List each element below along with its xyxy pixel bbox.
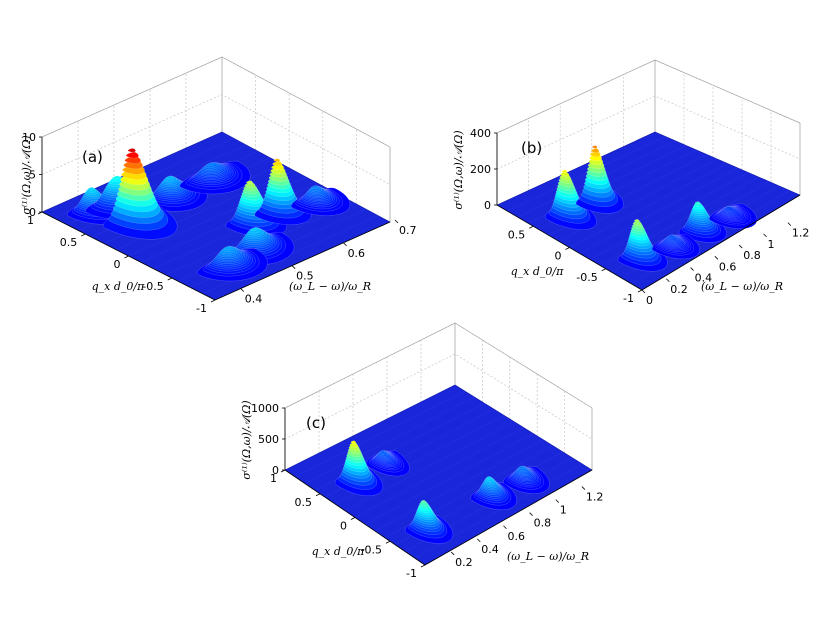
z-axis: 0 200 400 <box>470 127 498 212</box>
z-axis-label: σ⁽¹⁾(Ω,ω)/𝒜(Ω) <box>20 135 33 214</box>
z-tick-label: 200 <box>470 163 491 176</box>
z-axis: 0 5 10 <box>22 131 43 219</box>
surface-peak <box>651 233 701 260</box>
surface-peak <box>254 158 312 225</box>
surface-peak <box>545 169 597 230</box>
y-tick-label: 0.5 <box>508 228 526 241</box>
y-tick-label: -0.5 <box>361 543 382 556</box>
x-tick-label: 0.6 <box>507 530 525 543</box>
y-tick-label: -1 <box>406 567 417 580</box>
x-axis: 0.2 0.4 0.6 0.8 1 1.2 <box>424 469 604 569</box>
panel-b: 0 200 400 0.5 0 -0.5 -1 0 0.2 0.4 0.6 0.8 1 1.2 σ⁽¹⁾(Ω… <box>452 59 810 307</box>
panel-label: (b) <box>521 139 542 157</box>
x-tick-label: 0.5 <box>296 270 314 283</box>
x-tick-label: 0.6 <box>719 260 737 273</box>
axes-box <box>41 56 391 222</box>
y-tick-label: -0.5 <box>142 280 163 293</box>
y-tick-label: -0.5 <box>576 271 597 284</box>
z-tick-label: 0 <box>29 206 36 219</box>
y-axis: 0.5 0 -0.5 -1 <box>496 204 643 305</box>
surface-peak <box>102 148 178 240</box>
y-tick-label: 1 <box>27 214 34 227</box>
y-tick-label: 0.5 <box>60 236 78 249</box>
y-axis-label: q_x d_0/π <box>511 265 564 278</box>
x-axis-label: (ω_L − ω)/ω_R <box>701 280 783 293</box>
y-axis-label: q_x d_0/π <box>92 280 145 293</box>
y-tick-label: 0.5 <box>295 496 313 509</box>
x-axis: 0.4 0.5 0.6 0.7 <box>214 219 417 306</box>
surface-peak <box>678 201 727 243</box>
y-tick-label: 0 <box>555 250 562 263</box>
z-tick-label: 0 <box>272 464 279 477</box>
y-axis-label: q_x d_0/π <box>312 545 365 558</box>
panel-label: (a) <box>82 148 103 166</box>
surface-peak <box>470 476 518 511</box>
x-tick-label: 0 <box>646 294 653 307</box>
y-tick-label: 1 <box>270 472 277 485</box>
panel-label: (c) <box>306 414 326 432</box>
surface-peak <box>503 465 550 494</box>
x-tick-label: 0.8 <box>534 517 552 530</box>
panel-c: 0 500 1000 1 0.5 0 -0.5 -1 0.2 0.4 0.6 0.8 1 1.2 σ⁽¹⁾(… <box>240 322 604 580</box>
x-tick-label: 0.2 <box>455 556 473 569</box>
z-tick-label: 400 <box>470 127 491 140</box>
y-axis: 1 0.5 0 -0.5 -1 <box>270 469 426 580</box>
x-tick-label: 0.4 <box>245 293 263 306</box>
surface-peak <box>196 245 268 282</box>
x-tick-label: 1 <box>768 238 775 251</box>
x-axis: 0 0.2 0.4 0.6 0.8 1 1.2 <box>641 194 810 307</box>
x-tick-label: 1 <box>560 504 567 517</box>
z-tick-label: 5 <box>29 169 36 182</box>
z-axis: 0 500 1000 <box>251 402 286 477</box>
y-tick-label: 0 <box>340 520 347 533</box>
x-tick-label: 0.8 <box>743 249 761 262</box>
surface-peak <box>404 500 454 544</box>
x-tick-label: 0.4 <box>481 543 499 556</box>
z-tick-label: 500 <box>258 433 279 446</box>
x-tick-label: 0.6 <box>348 247 366 260</box>
panel-a: 0 5 10 1 0.5 0 -0.5 -1 0.4 0.5 0.6 0.7 σ⁽¹⁾(Ω,ω)/𝒜(Ω… <box>20 56 417 315</box>
surface-peak <box>334 440 384 497</box>
surface-peak <box>290 185 351 216</box>
y-axis: 1 0.5 0 -0.5 -1 <box>27 211 216 315</box>
x-tick-label: 1.2 <box>586 491 604 504</box>
z-axis-label: σ⁽¹⁾(Ω,ω)/𝒜(Ω) <box>452 130 465 209</box>
x-axis-label: (ω_L − ω)/ω_R <box>507 550 589 563</box>
x-tick-label: 0.4 <box>695 272 713 285</box>
x-tick-label: 0.2 <box>670 283 688 296</box>
z-tick-label: 1000 <box>251 402 279 415</box>
surface-peak <box>179 160 251 195</box>
x-tick-label: 0.7 <box>399 224 417 237</box>
y-tick-label: -1 <box>196 302 207 315</box>
surface-peak <box>575 145 624 214</box>
z-tick-label: 10 <box>22 131 36 144</box>
surface-peak <box>708 203 758 230</box>
x-tick-label: 1.2 <box>792 227 810 240</box>
surface-peak <box>617 219 668 272</box>
x-axis-label: (ω_L − ω)/ω_R <box>289 280 371 293</box>
y-tick-label: -1 <box>623 292 634 305</box>
y-tick-label: 0 <box>114 258 121 271</box>
z-axis-label: σ⁽¹⁾(Ω,ω)/𝒜(Ω) <box>240 400 253 479</box>
surface-peak <box>366 449 410 477</box>
z-tick-label: 0 <box>484 199 491 212</box>
